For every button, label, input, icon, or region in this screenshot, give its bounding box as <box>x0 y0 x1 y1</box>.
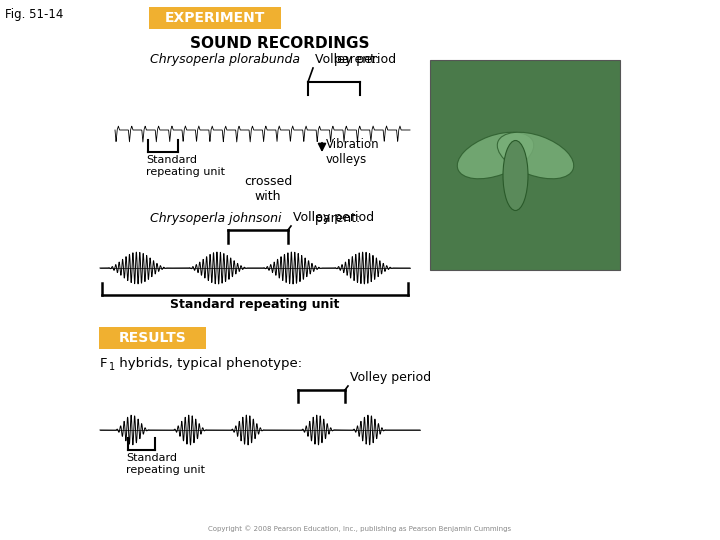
Text: Volley period: Volley period <box>315 53 396 66</box>
Text: RESULTS: RESULTS <box>119 331 186 345</box>
FancyBboxPatch shape <box>149 7 281 29</box>
Text: Chrysoperla johnsoni: Chrysoperla johnsoni <box>150 212 282 225</box>
Text: crossed
with: crossed with <box>244 175 292 203</box>
Ellipse shape <box>503 140 528 211</box>
Text: parent:: parent: <box>330 53 379 66</box>
Text: parent:: parent: <box>311 212 360 225</box>
Text: hybrids, typical phenotype:: hybrids, typical phenotype: <box>115 357 302 370</box>
Text: Standard
repeating unit: Standard repeating unit <box>126 453 205 475</box>
Text: F: F <box>100 357 107 370</box>
Text: Standard
repeating unit: Standard repeating unit <box>146 155 225 177</box>
Text: SOUND RECORDINGS: SOUND RECORDINGS <box>190 36 370 51</box>
Text: Copyright © 2008 Pearson Education, Inc., publishing as Pearson Benjamin Cumming: Copyright © 2008 Pearson Education, Inc.… <box>208 525 512 532</box>
Text: Volley period: Volley period <box>350 371 431 384</box>
Ellipse shape <box>498 132 574 179</box>
Text: Vibration
volleys: Vibration volleys <box>326 138 379 166</box>
Text: EXPERIMENT: EXPERIMENT <box>165 11 265 25</box>
Text: 1: 1 <box>109 362 115 372</box>
Text: Volley period: Volley period <box>293 211 374 224</box>
FancyBboxPatch shape <box>99 327 206 349</box>
Text: Chrysoperla plorabunda: Chrysoperla plorabunda <box>150 53 300 66</box>
Bar <box>430 60 620 270</box>
Text: Standard repeating unit: Standard repeating unit <box>171 298 340 311</box>
Ellipse shape <box>457 132 534 179</box>
Text: Fig. 51-14: Fig. 51-14 <box>5 8 63 21</box>
